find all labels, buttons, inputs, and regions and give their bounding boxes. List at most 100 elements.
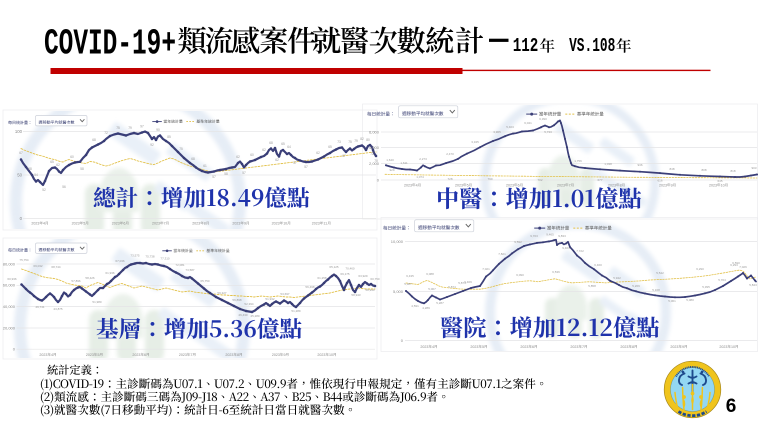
- svg-text:61,258: 61,258: [317, 276, 327, 280]
- svg-text:9,592: 9,592: [514, 240, 522, 244]
- svg-text:5,061: 5,061: [668, 299, 676, 303]
- svg-text:8: 8: [204, 222, 206, 226]
- svg-text:2023: 2023: [420, 345, 428, 349]
- svg-text:10: 10: [731, 345, 735, 349]
- svg-text:79: 79: [354, 139, 358, 143]
- svg-text:677: 677: [597, 178, 602, 182]
- svg-text:9: 9: [671, 183, 673, 187]
- svg-text:20,000: 20,000: [3, 325, 16, 330]
- svg-text:2023: 2023: [112, 222, 120, 226]
- svg-text:52: 52: [42, 188, 46, 192]
- svg-text:903: 903: [751, 166, 756, 170]
- svg-text:6,469: 6,469: [464, 280, 472, 284]
- svg-text:4,591: 4,591: [411, 304, 419, 308]
- svg-text:65,750: 65,750: [200, 279, 210, 283]
- svg-text:67: 67: [19, 151, 23, 155]
- svg-text:2023: 2023: [709, 183, 717, 187]
- svg-text:2023: 2023: [192, 222, 200, 226]
- svg-text:0: 0: [377, 177, 380, 182]
- svg-text:58: 58: [80, 167, 84, 171]
- svg-text:2023: 2023: [72, 222, 80, 226]
- svg-text:5,542: 5,542: [656, 271, 664, 275]
- svg-text:2023: 2023: [31, 222, 39, 226]
- svg-text:4: 4: [432, 345, 434, 349]
- svg-text:6: 6: [123, 222, 125, 226]
- svg-text:1,074: 1,074: [416, 175, 424, 179]
- svg-text:57: 57: [293, 161, 297, 165]
- svg-text:75: 75: [348, 140, 352, 144]
- svg-text:60,936: 60,936: [7, 277, 17, 281]
- svg-text:61,936: 61,936: [105, 271, 115, 275]
- svg-text:60,750: 60,750: [370, 277, 380, 281]
- svg-text:53,697: 53,697: [280, 292, 290, 296]
- svg-text:5,287: 5,287: [436, 301, 444, 305]
- svg-text:929: 929: [389, 168, 394, 172]
- svg-text:75: 75: [179, 147, 183, 151]
- svg-text:2023: 2023: [272, 222, 280, 226]
- svg-text:6,980: 6,980: [553, 111, 561, 115]
- svg-text:2023: 2023: [557, 183, 565, 187]
- svg-text:2023: 2023: [317, 353, 325, 357]
- svg-text:6,000: 6,000: [369, 129, 380, 134]
- svg-text:51,289: 51,289: [291, 309, 301, 313]
- svg-text:7: 7: [569, 183, 571, 187]
- svg-text:6,590: 6,590: [732, 261, 740, 265]
- svg-text:9: 9: [284, 353, 286, 357]
- svg-text:97: 97: [140, 125, 144, 129]
- svg-text:2023: 2023: [620, 345, 628, 349]
- svg-text:7,821: 7,821: [498, 252, 506, 256]
- svg-text:65: 65: [281, 142, 285, 146]
- svg-text:73: 73: [337, 140, 341, 144]
- svg-text:82: 82: [360, 137, 364, 141]
- svg-text:7: 7: [582, 345, 584, 349]
- svg-text:112: 112: [513, 35, 539, 57]
- svg-text:1,611: 1,611: [400, 161, 408, 165]
- svg-text:62: 62: [316, 151, 320, 155]
- svg-text:2023: 2023: [132, 353, 140, 357]
- svg-text:6: 6: [144, 353, 146, 357]
- svg-text:0: 0: [20, 216, 23, 221]
- svg-text:63,929: 63,929: [358, 274, 368, 278]
- svg-text:85: 85: [167, 135, 171, 139]
- svg-text:2023: 2023: [86, 353, 94, 357]
- svg-text:54: 54: [34, 173, 38, 177]
- svg-text:5,269: 5,269: [632, 284, 640, 288]
- svg-text:58: 58: [224, 172, 228, 176]
- svg-text:818: 818: [730, 169, 735, 173]
- svg-text:5,858: 5,858: [588, 284, 596, 288]
- svg-text:7: 7: [164, 222, 166, 226]
- svg-text:90: 90: [156, 128, 160, 132]
- svg-text:57,896: 57,896: [71, 279, 81, 283]
- svg-text:59,327: 59,327: [217, 291, 227, 295]
- svg-text:62: 62: [275, 158, 279, 162]
- svg-text:9,465: 9,465: [546, 233, 554, 237]
- svg-text:68: 68: [191, 157, 195, 161]
- svg-text:5: 5: [83, 222, 85, 226]
- svg-text:51,980: 51,980: [92, 300, 102, 304]
- svg-text:2,470: 2,470: [446, 152, 454, 156]
- svg-text:67: 67: [342, 154, 346, 158]
- svg-text:10: 10: [329, 353, 333, 357]
- svg-text:46,430: 46,430: [238, 313, 248, 317]
- svg-text:2023: 2023: [232, 222, 240, 226]
- svg-text:51,932: 51,932: [265, 297, 275, 301]
- svg-text:6: 6: [726, 396, 737, 417]
- svg-text:9: 9: [682, 345, 684, 349]
- svg-text:8: 8: [237, 353, 239, 357]
- svg-text:7: 7: [191, 353, 193, 357]
- svg-text:2023: 2023: [225, 353, 233, 357]
- svg-text:72: 72: [370, 152, 374, 156]
- svg-text:6,090: 6,090: [516, 273, 524, 277]
- svg-text:9: 9: [244, 222, 246, 226]
- svg-text:73,575: 73,575: [130, 254, 140, 258]
- svg-text:9,403: 9,403: [562, 246, 570, 250]
- svg-text:62: 62: [56, 163, 60, 167]
- svg-text:45,280: 45,280: [250, 314, 260, 318]
- svg-text:VS.108: VS.108: [569, 35, 615, 57]
- svg-text:6,293: 6,293: [730, 263, 738, 267]
- svg-text:58: 58: [28, 167, 32, 171]
- svg-text:1,038: 1,038: [604, 162, 612, 166]
- svg-text:2023: 2023: [659, 183, 667, 187]
- svg-text:60: 60: [250, 153, 254, 157]
- svg-text:60,000: 60,000: [3, 283, 16, 288]
